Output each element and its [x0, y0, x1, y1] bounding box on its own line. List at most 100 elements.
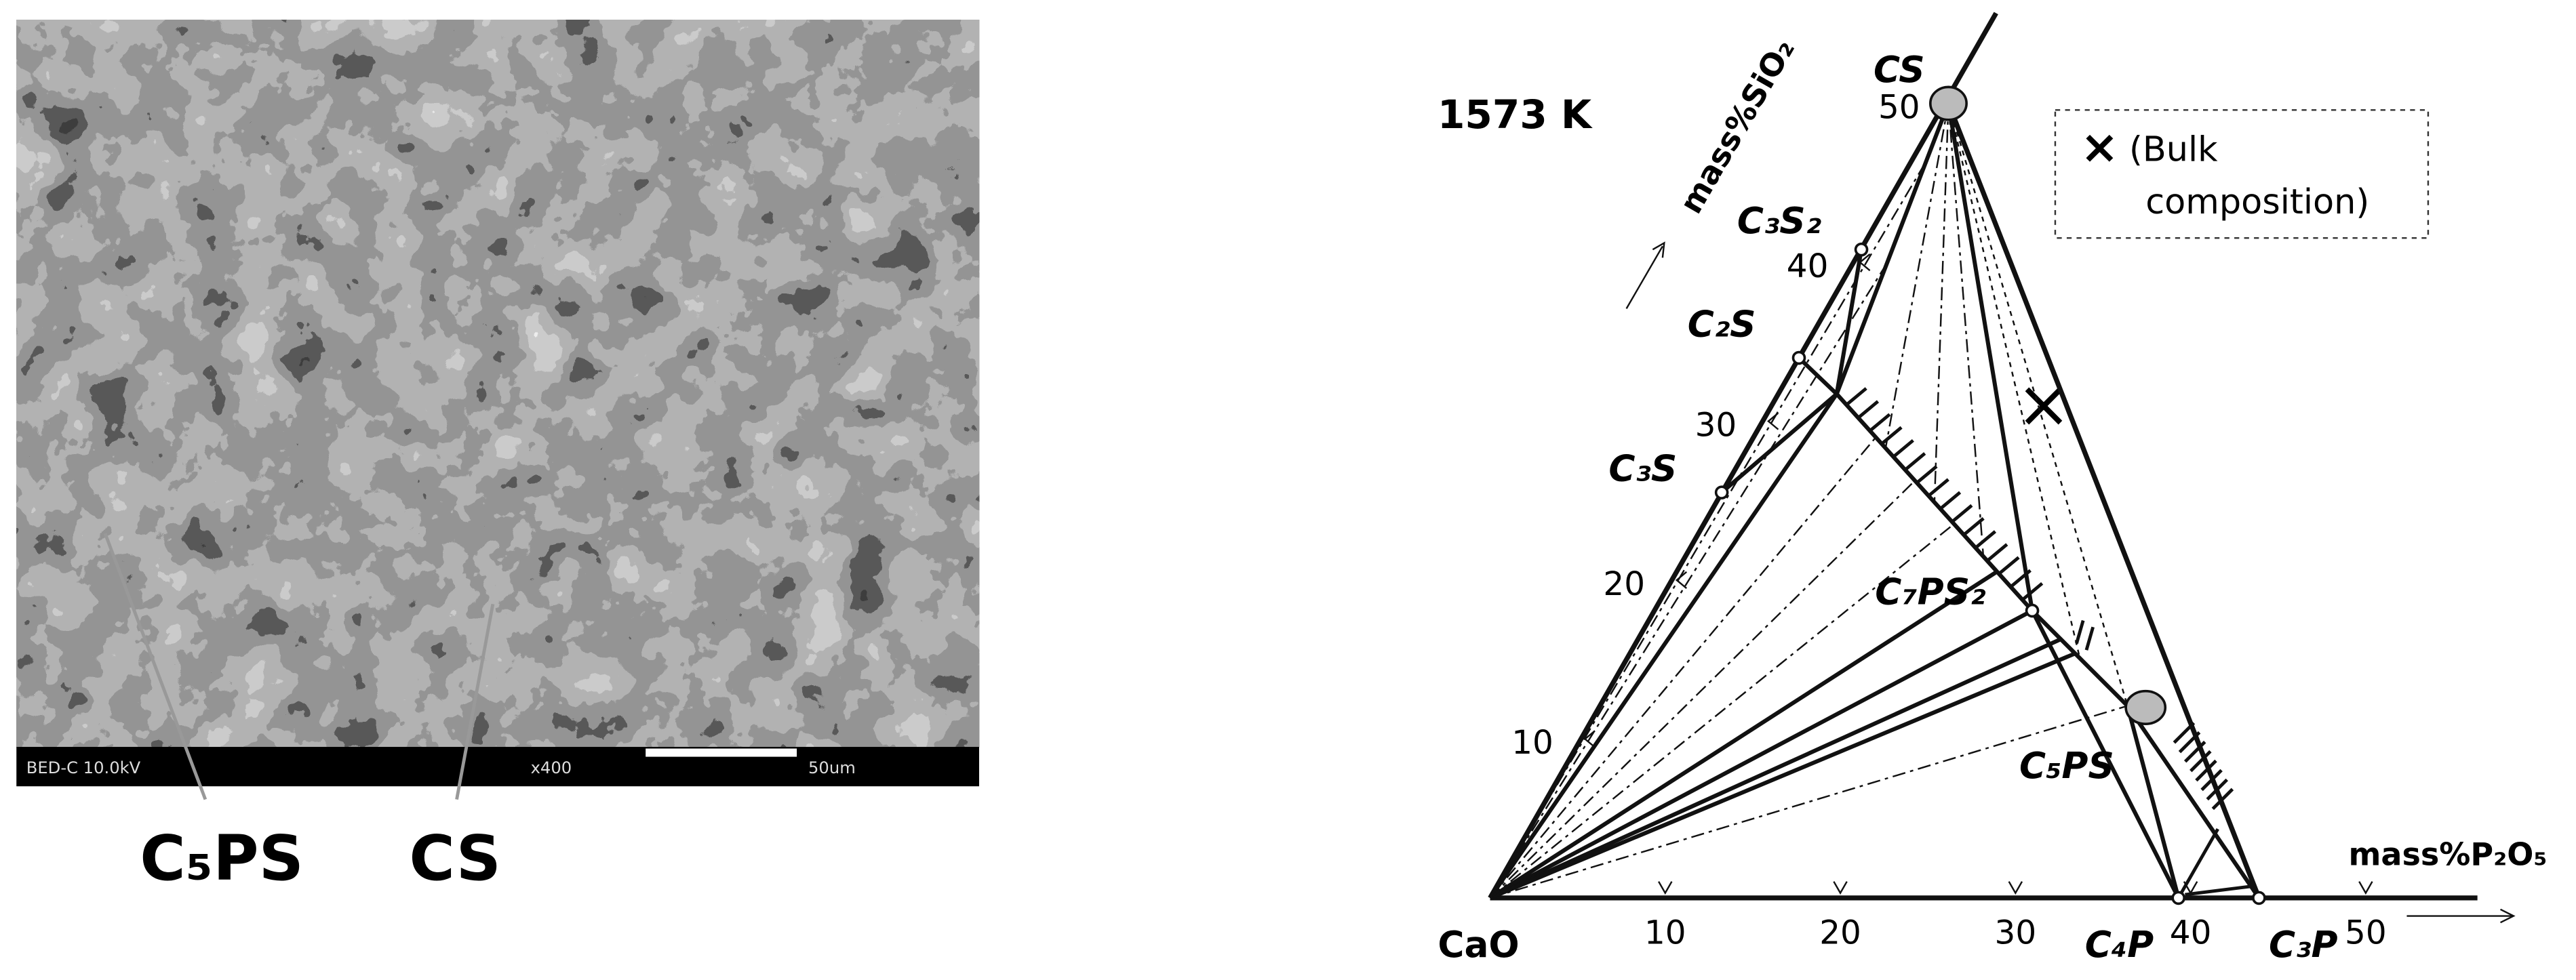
- hatch: [1998, 556, 2020, 575]
- phase-point: [2252, 891, 2266, 905]
- legend-text: composition): [2145, 182, 2369, 222]
- tie-line: [1797, 356, 1838, 396]
- legend-text: (Bulk: [2129, 129, 2218, 169]
- tie-line: [1884, 103, 1949, 449]
- tick-label: 20: [1603, 565, 1645, 603]
- tick-mark: [1833, 881, 1848, 895]
- phase-point: [1714, 485, 1729, 499]
- hatch: [2189, 750, 2212, 773]
- phase-point: [2171, 891, 2185, 905]
- phase-label: C₃S₂: [1737, 200, 1821, 242]
- tie-line: [1488, 569, 1998, 900]
- hatch: [1916, 465, 1938, 485]
- phase-label: C₃P: [2269, 924, 2338, 966]
- axis-arrow: [1625, 245, 1663, 309]
- hatch: [2200, 769, 2223, 792]
- hatch: [1951, 504, 1973, 523]
- tie-line: [1490, 705, 2128, 899]
- phase-label: CS: [409, 822, 501, 895]
- tick-label: 30: [1995, 914, 2037, 952]
- hatch: [1927, 478, 1949, 497]
- tick-mark: [2358, 881, 2373, 895]
- hatch: [1869, 413, 1891, 432]
- axis-arrow: [2500, 908, 2516, 924]
- legend-symbol: ×: [2080, 120, 2119, 173]
- hatch: [1904, 452, 1926, 472]
- phase-label: C₇PS₂: [1875, 571, 1985, 613]
- tie-line: [1488, 392, 1839, 899]
- pointer-line: [103, 533, 207, 800]
- sem-image: [16, 20, 980, 748]
- phase-label: CaO: [1438, 924, 1519, 966]
- tick-mark: [1658, 881, 1673, 895]
- tie-line: [2030, 609, 2129, 708]
- tie-line: [1947, 103, 2128, 706]
- hatch: [2075, 619, 2085, 645]
- tie-line: [1489, 637, 2062, 900]
- phase-point: [1791, 350, 1806, 365]
- phase-point: [2025, 603, 2040, 618]
- tie-line: [2185, 884, 2251, 897]
- tick-mark: [2183, 881, 2198, 895]
- hatch: [2178, 731, 2201, 754]
- tie-line: [1946, 103, 2035, 611]
- tie-line: [2125, 705, 2181, 899]
- hatch: [2183, 740, 2206, 763]
- tie-line: [1834, 249, 1864, 394]
- phase-label: C₅PS: [2019, 745, 2114, 787]
- sem-scale-label: 50um: [808, 758, 856, 777]
- phase-label: CS: [1874, 49, 1925, 91]
- pointer-line: [455, 603, 495, 800]
- axis-arrow: [1652, 241, 1665, 258]
- sem-info-bar: [16, 747, 980, 787]
- tie-line: [1489, 480, 1916, 899]
- tick-mark: [1859, 253, 1871, 272]
- legend-box: [2054, 109, 2430, 239]
- hatch: [1939, 491, 1962, 510]
- tie-line: [1489, 262, 1888, 899]
- tick-label: 40: [2170, 914, 2212, 952]
- hatch: [2173, 721, 2196, 744]
- tick-label: 10: [1511, 724, 1553, 762]
- tie-line: [1947, 103, 1985, 557]
- tick-label: 10: [1644, 914, 1686, 952]
- phase-point: [2124, 689, 2167, 725]
- tie-line: [1489, 161, 1927, 899]
- tick-mark: [1583, 730, 1596, 748]
- phase-label: C₄P: [2085, 924, 2154, 966]
- hatch: [2084, 626, 2095, 651]
- tie-line: [1933, 103, 1949, 503]
- tick-mark: [2008, 881, 2023, 895]
- tick-label: 20: [1819, 914, 1861, 952]
- tick-label: 50: [2345, 914, 2387, 952]
- axis-label: mass%SiO₂: [1672, 33, 1802, 220]
- sem-magnification: x400: [531, 758, 572, 777]
- tick-label: 50: [1878, 88, 1920, 126]
- tie-line: [2030, 609, 2181, 899]
- phase-point: [1854, 242, 1869, 257]
- tie-line: [1834, 102, 1951, 395]
- tick-mark: [1675, 571, 1688, 590]
- phase-point: [1929, 85, 1968, 121]
- hatch: [1962, 517, 1985, 536]
- hatch: [1892, 438, 1914, 458]
- tie-line: [1720, 392, 1838, 494]
- bulk-marker: ×: [2016, 366, 2071, 443]
- temperature: 1573 K: [1438, 91, 1593, 138]
- tie-line: [1720, 356, 1801, 494]
- hatch: [2021, 581, 2044, 601]
- phase-label: C₂S: [1688, 304, 1756, 346]
- tie-line: [2126, 704, 2261, 899]
- hatch: [1845, 387, 1867, 407]
- tie-line: [2177, 828, 2219, 899]
- hatch: [2195, 759, 2217, 782]
- tie-line: [1489, 523, 1955, 899]
- axis-label: mass%P₂O₅: [2348, 836, 2547, 872]
- sem-info: BED-C 10.0kV: [26, 758, 141, 777]
- tick-label: 30: [1695, 406, 1737, 444]
- tie-line: [1489, 609, 2034, 900]
- phase-label: C₃S: [1608, 448, 1677, 490]
- edge: [1946, 102, 2261, 899]
